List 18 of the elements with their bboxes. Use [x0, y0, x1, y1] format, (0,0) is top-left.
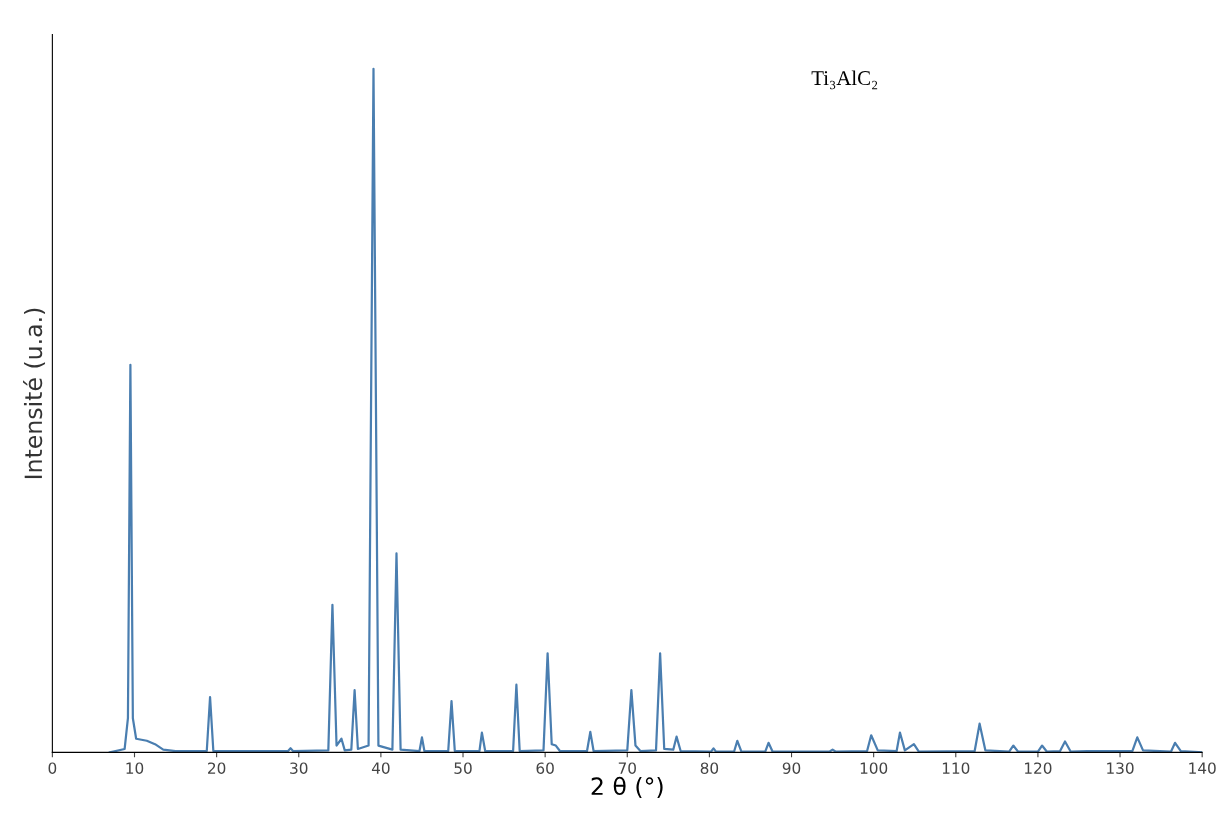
- x-tick-label: 20: [208, 762, 226, 774]
- x-tick-label: 60: [536, 762, 554, 774]
- x-tick-label: 100: [860, 762, 888, 774]
- x-tick-label: 70: [618, 762, 636, 774]
- x-tick-label: 40: [371, 762, 390, 774]
- x-tick-label: 140: [1189, 762, 1216, 774]
- x-tick-label: 50: [454, 762, 472, 774]
- x-tick-label: 30: [290, 762, 308, 774]
- x-tick-label: 0: [48, 762, 57, 774]
- y-axis-title: Intensité (u.a.): [23, 308, 46, 479]
- annotation: Ti₃AlC₂: [811, 70, 878, 90]
- x-tick-label: 90: [782, 762, 801, 774]
- x-tick-label: 110: [942, 762, 970, 774]
- x-tick-label: 10: [126, 762, 144, 774]
- x-axis-title: 2 θ (°): [591, 776, 663, 798]
- x-tick-label: 120: [1025, 762, 1052, 774]
- x-tick-label: 130: [1107, 762, 1134, 774]
- x-tick-label: 80: [700, 762, 719, 774]
